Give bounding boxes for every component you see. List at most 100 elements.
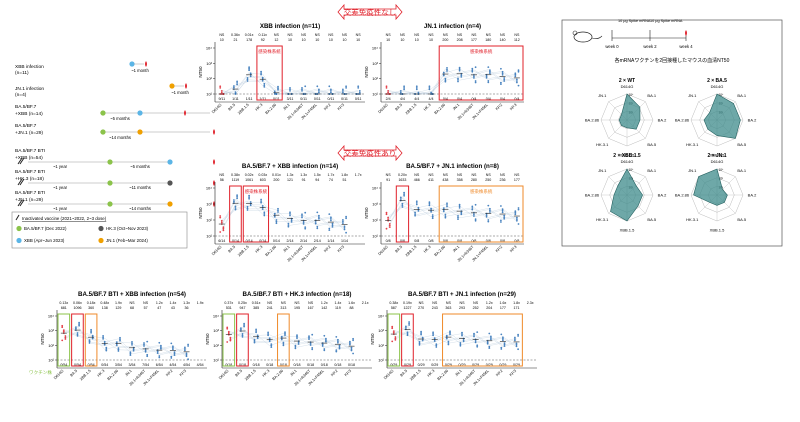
data-point (458, 69, 461, 72)
gmt-label: 236 (500, 178, 506, 182)
gmt-label: 88 (350, 306, 354, 310)
data-point (263, 213, 266, 215)
data-point (391, 340, 394, 343)
gmt-label: 91 (386, 178, 390, 182)
fold-change-label: 0.38x (231, 173, 240, 177)
data-point (445, 334, 448, 337)
x-tick-label: BA.5 (395, 103, 404, 112)
data-point (184, 349, 186, 352)
ratio-label: 0/18 (294, 363, 301, 367)
ratio-label: 0/54 (74, 363, 81, 367)
data-point (473, 75, 475, 78)
data-point (489, 69, 491, 72)
data-point (318, 217, 320, 220)
mouse-section-frame (561, 19, 783, 247)
ratio-label: 0/8 (386, 239, 391, 243)
data-point (156, 352, 159, 354)
data-point (415, 88, 418, 91)
x-tick-label: BA.2.86 (437, 369, 449, 381)
radar-axis-label: BA.1 (737, 93, 746, 98)
sample-connector (393, 325, 517, 346)
data-point (187, 345, 190, 347)
fold-change-label: 1.6x (348, 301, 355, 305)
radar-tick-label: 10⁴ (629, 168, 635, 172)
ratio-label: 0/14 (273, 239, 280, 243)
data-point (184, 348, 186, 350)
fold-change-label: NS (295, 301, 301, 305)
data-point (387, 216, 389, 219)
gmt-label: 177 (500, 306, 506, 310)
data-point (385, 87, 388, 89)
data-point (502, 336, 504, 339)
data-point (309, 342, 312, 345)
ratio-label: 0/4 (457, 97, 462, 101)
radar-axis-label: BA.2.86 (585, 118, 600, 123)
data-point (144, 349, 147, 352)
data-point (388, 226, 391, 229)
data-point (282, 344, 285, 347)
data-point (487, 80, 490, 82)
data-point (275, 219, 278, 221)
highlight-box (277, 313, 290, 367)
radar-tick-label: 10⁴ (719, 168, 725, 172)
data-point (474, 341, 477, 344)
data-point (296, 334, 298, 337)
data-point (503, 216, 506, 219)
timeline-row-label-2: +XBB (n=14) (15, 111, 43, 117)
x-tick-label: JN.1 (282, 245, 290, 253)
data-point (270, 343, 273, 345)
sample-connector (228, 328, 352, 352)
data-point (273, 212, 276, 215)
data-point (61, 339, 64, 342)
data-point (117, 347, 120, 349)
fold-change-label: NS (308, 301, 314, 305)
y-tick-label: 10² (213, 343, 219, 348)
fold-change-label: NS (432, 301, 438, 305)
radar-axis-label: HK.3.1 (596, 142, 609, 147)
x-tick-label: BA.5 (395, 245, 404, 254)
ratio-label: 0/18 (280, 363, 287, 367)
ratio-label: 7/54 (142, 363, 149, 367)
data-point (406, 331, 409, 334)
data-point (275, 220, 278, 223)
data-point (461, 334, 463, 337)
gmt-label: 177 (471, 38, 477, 42)
data-point (457, 215, 459, 217)
x-tick-label: KP.3 (344, 369, 352, 377)
gmt-label: 10 (302, 38, 306, 42)
fold-change-label: NS (457, 33, 463, 37)
sample-connector (387, 196, 518, 221)
radar-axis-label: XBB.1.5 (710, 228, 725, 233)
mouse-tail-icon (591, 35, 603, 39)
data-point (248, 196, 251, 199)
data-point (444, 79, 447, 82)
data-point (296, 335, 298, 338)
fold-change-label: NS (419, 301, 425, 305)
data-point (433, 337, 436, 340)
ratio-label: 0/11 (300, 97, 307, 101)
data-point (418, 342, 421, 345)
vaccine-marker (19, 178, 25, 186)
ratio-label: 0/8 (486, 239, 491, 243)
data-point (489, 72, 491, 75)
data-point (62, 329, 65, 332)
radar-axis-label: XBB.1.5 (710, 153, 725, 158)
radar-area (693, 168, 728, 206)
radar-axis-label: JN.1 (688, 93, 697, 98)
gmt-label: 74 (329, 178, 333, 182)
x-tick-label: XBB.1.5 (405, 245, 418, 258)
y-tick-label: 10² (372, 218, 378, 223)
data-point (91, 337, 94, 340)
data-point (431, 214, 434, 216)
data-point (246, 207, 249, 210)
data-point (260, 73, 262, 76)
data-point (503, 77, 506, 79)
data-point (432, 332, 434, 335)
data-point (308, 335, 310, 338)
data-point (311, 348, 314, 351)
data-point (241, 336, 244, 338)
data-point (233, 85, 235, 87)
data-point (388, 223, 391, 225)
data-point (474, 66, 477, 69)
data-point (301, 216, 303, 219)
